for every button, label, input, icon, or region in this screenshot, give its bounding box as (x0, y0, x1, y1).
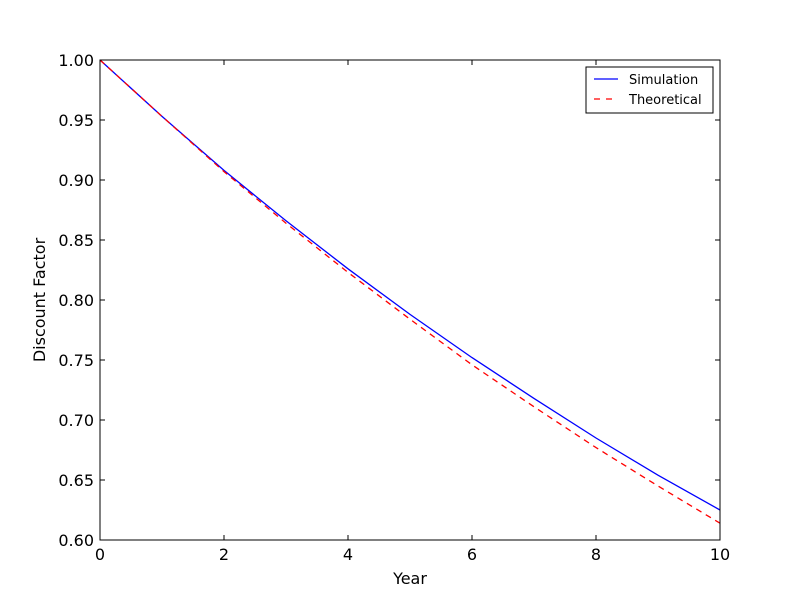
x-tick-label: 6 (467, 545, 477, 564)
y-tick-label: 1.00 (58, 51, 94, 70)
y-tick-label: 0.75 (58, 351, 94, 370)
y-tick-label: 0.95 (58, 111, 94, 130)
legend-box (585, 66, 714, 114)
x-tick-label: 10 (710, 545, 730, 564)
series-layer (99, 59, 721, 524)
series-line-simulation (99, 59, 721, 511)
y-tick-label: 0.90 (58, 171, 94, 190)
y-tick-label: 0.70 (58, 411, 94, 430)
ticks-layer: 0 2 4 6 8 10 0.60 0.65 0.70 0.75 0.80 0.85 0.90 0.95 1… (58, 51, 730, 564)
y-axis-label: Discount Factor (30, 237, 49, 362)
y-tick-label: 0.60 (58, 531, 94, 550)
y-tick-label: 0.80 (58, 291, 94, 310)
y-tick-label: 0.65 (58, 471, 94, 490)
x-tick-label: 2 (219, 545, 229, 564)
legend-label-simulation: Simulation (629, 73, 698, 88)
legend-label-theoretical: Theoretical (628, 93, 702, 108)
x-tick-label: 4 (343, 545, 353, 564)
x-tick-label: 0 (95, 545, 105, 564)
x-tick-label: 8 (591, 545, 601, 564)
x-axis-label: Year (392, 569, 427, 588)
y-tick-label: 0.85 (58, 231, 94, 250)
legend: Simulation Theoretical (585, 66, 714, 114)
series-line-theoretical (99, 59, 721, 524)
